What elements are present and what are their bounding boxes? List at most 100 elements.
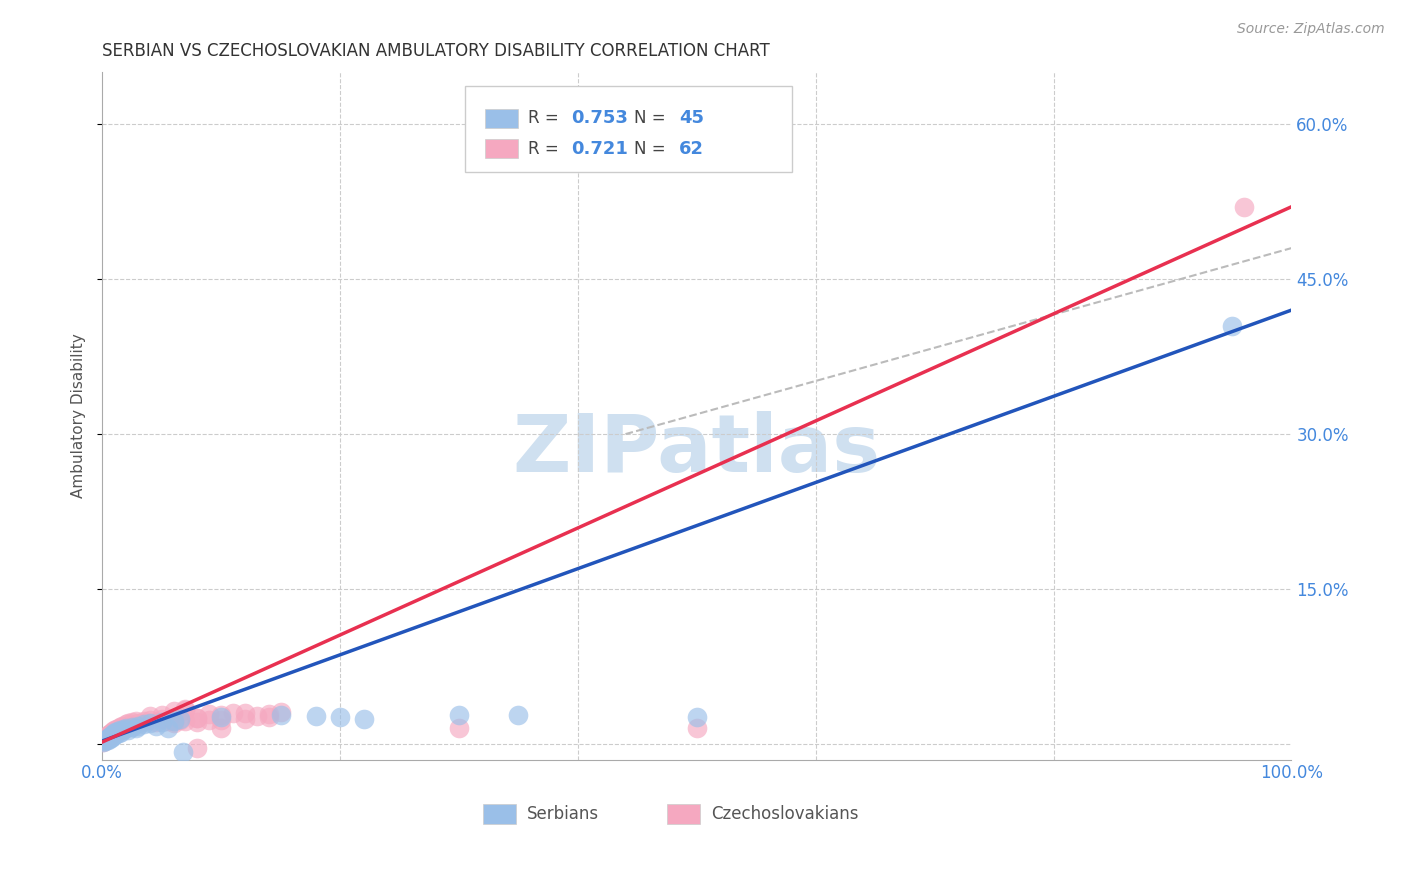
- Point: [447, 721, 470, 735]
- Point: [100, 731, 122, 745]
- Point: [103, 728, 125, 742]
- Point: [97, 730, 120, 744]
- Point: [186, 741, 208, 756]
- Point: [150, 708, 173, 723]
- Point: [162, 714, 184, 729]
- Text: SERBIAN VS CZECHOSLOVAKIAN AMBULATORY DISABILITY CORRELATION CHART: SERBIAN VS CZECHOSLOVAKIAN AMBULATORY DI…: [103, 42, 770, 60]
- Point: [98, 730, 121, 744]
- Text: ZIPatlas: ZIPatlas: [513, 411, 882, 490]
- Point: [198, 707, 221, 722]
- Point: [98, 731, 121, 746]
- FancyBboxPatch shape: [482, 805, 516, 823]
- Point: [686, 710, 709, 724]
- Point: [222, 706, 245, 720]
- Point: [117, 723, 139, 737]
- Text: N =: N =: [634, 140, 665, 158]
- Text: R =: R =: [529, 140, 564, 158]
- Point: [233, 706, 256, 720]
- Point: [209, 714, 232, 728]
- Point: [115, 721, 138, 735]
- Point: [108, 725, 131, 739]
- Point: [305, 709, 328, 723]
- Point: [103, 724, 125, 739]
- Point: [96, 731, 118, 745]
- Point: [139, 714, 162, 728]
- Point: [94, 733, 117, 747]
- Point: [108, 721, 131, 735]
- FancyBboxPatch shape: [465, 87, 792, 172]
- Point: [270, 705, 292, 719]
- Point: [98, 727, 121, 741]
- Point: [100, 724, 122, 739]
- Point: [686, 721, 709, 735]
- Point: [112, 722, 135, 736]
- Point: [169, 714, 191, 728]
- Point: [108, 723, 131, 737]
- Point: [96, 731, 118, 746]
- Point: [162, 704, 184, 718]
- Point: [174, 714, 197, 729]
- Point: [1220, 318, 1243, 333]
- Point: [107, 723, 129, 737]
- Point: [257, 707, 280, 722]
- Point: [100, 727, 122, 741]
- Point: [103, 723, 125, 737]
- Point: [209, 721, 232, 735]
- Text: Serbians: Serbians: [527, 805, 599, 823]
- Point: [112, 721, 135, 735]
- FancyBboxPatch shape: [666, 805, 700, 823]
- FancyBboxPatch shape: [485, 139, 519, 158]
- Point: [329, 710, 352, 724]
- Point: [198, 714, 221, 728]
- Point: [101, 725, 124, 739]
- Point: [93, 735, 115, 749]
- Point: [97, 728, 120, 742]
- Point: [111, 718, 134, 732]
- Point: [108, 720, 131, 734]
- Point: [139, 709, 162, 723]
- Point: [97, 733, 120, 747]
- Point: [209, 708, 232, 723]
- Point: [110, 722, 132, 736]
- Point: [145, 718, 167, 732]
- Point: [127, 718, 149, 732]
- Point: [100, 728, 122, 742]
- Point: [93, 734, 115, 748]
- Point: [110, 724, 132, 739]
- Point: [156, 721, 179, 735]
- Point: [174, 702, 197, 716]
- Text: 0.721: 0.721: [571, 140, 627, 158]
- Point: [115, 717, 138, 731]
- Text: 62: 62: [679, 140, 704, 158]
- Point: [104, 724, 127, 739]
- Point: [156, 714, 179, 729]
- Text: Czechoslovakians: Czechoslovakians: [711, 805, 859, 823]
- Point: [1233, 200, 1256, 214]
- Point: [169, 712, 191, 726]
- Point: [103, 725, 125, 739]
- Point: [105, 722, 128, 736]
- Point: [117, 716, 139, 731]
- Text: Source: ZipAtlas.com: Source: ZipAtlas.com: [1237, 22, 1385, 37]
- Point: [98, 729, 121, 743]
- Point: [121, 715, 143, 730]
- Point: [127, 716, 149, 731]
- Point: [150, 712, 173, 726]
- Point: [270, 708, 292, 723]
- Point: [174, 703, 197, 717]
- Point: [121, 720, 143, 734]
- Point: [97, 731, 120, 745]
- Point: [101, 729, 124, 743]
- Point: [93, 735, 115, 749]
- Point: [353, 712, 375, 726]
- Point: [101, 723, 124, 738]
- Point: [447, 708, 470, 723]
- Y-axis label: Ambulatory Disability: Ambulatory Disability: [72, 334, 86, 499]
- Point: [100, 730, 122, 744]
- Point: [104, 723, 127, 738]
- Point: [94, 731, 117, 746]
- Point: [132, 717, 155, 731]
- Point: [233, 712, 256, 726]
- Point: [150, 715, 173, 730]
- Point: [186, 711, 208, 725]
